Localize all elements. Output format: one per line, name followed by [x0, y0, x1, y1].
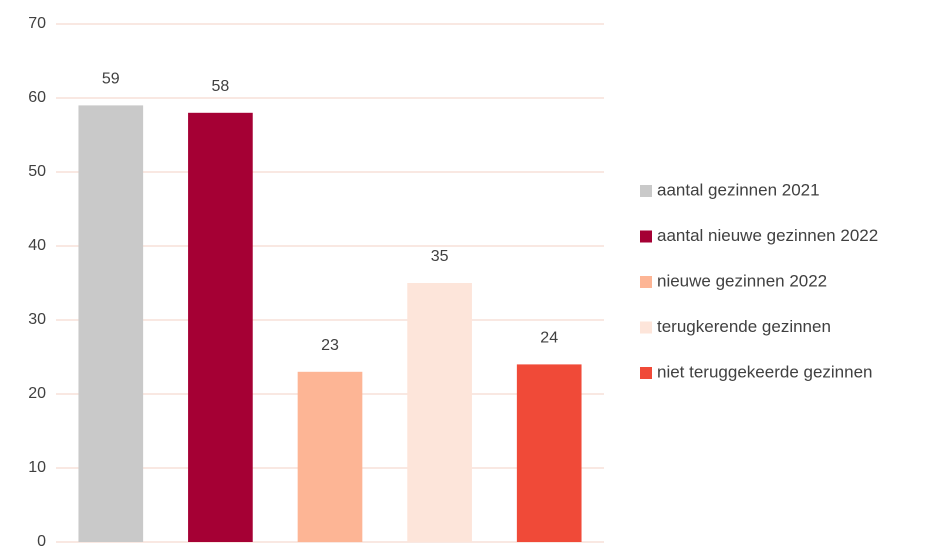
value-label: 23 — [321, 337, 339, 354]
legend-swatch — [640, 230, 652, 243]
y-tick-label: 0 — [37, 533, 46, 550]
value-label: 58 — [212, 78, 230, 95]
legend-label: nieuwe gezinnen 2022 — [657, 271, 827, 290]
legend-label: aantal nieuwe gezinnen 2022 — [657, 226, 878, 245]
y-tick-label: 60 — [28, 89, 46, 106]
value-label: 24 — [540, 330, 558, 347]
bar — [516, 364, 582, 542]
legend-label: niet teruggekeerde gezinnen — [657, 362, 873, 381]
legend-swatch — [640, 367, 652, 379]
bar — [78, 105, 144, 543]
y-tick-label: 50 — [28, 163, 46, 180]
value-label: 35 — [431, 248, 449, 265]
bar — [188, 112, 253, 543]
bar — [407, 283, 472, 542]
legend-swatch — [640, 185, 652, 197]
y-tick-label: 40 — [28, 237, 46, 254]
y-tick-label: 10 — [28, 459, 46, 476]
legend-label: terugkerende gezinnen — [657, 317, 831, 336]
y-tick-label: 30 — [28, 311, 46, 328]
bar — [297, 371, 363, 542]
value-label: 59 — [102, 71, 120, 88]
y-tick-label: 70 — [28, 15, 46, 32]
legend-label: aantal gezinnen 2021 — [657, 180, 820, 199]
y-tick-label: 20 — [28, 385, 46, 402]
legend-swatch — [640, 321, 652, 334]
legend-swatch — [640, 276, 652, 288]
